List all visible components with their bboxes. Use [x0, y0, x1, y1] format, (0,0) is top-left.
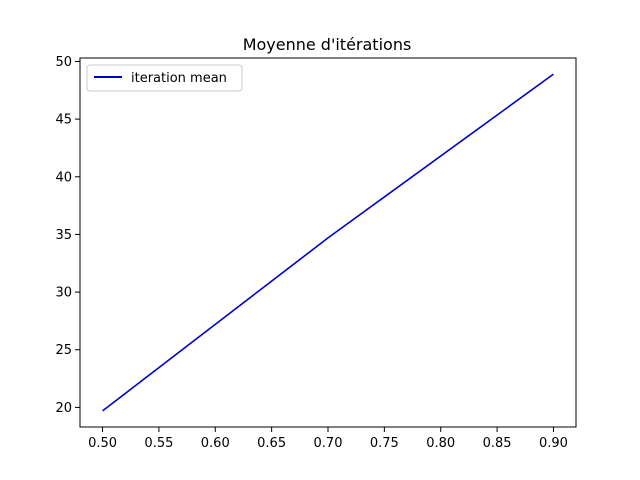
x-tick-label: 0.75: [370, 436, 399, 451]
series-line-iteration-mean: [102, 73, 554, 412]
x-tick-label: 0.65: [257, 436, 286, 451]
plot-frame: [79, 57, 577, 428]
x-tick-label: 0.55: [144, 436, 173, 451]
y-tick-label: 45: [55, 113, 72, 128]
y-tick-label: 35: [55, 228, 72, 243]
x-tick-label: 0.85: [483, 436, 512, 451]
legend-box: [86, 64, 243, 92]
y-tick-label: 25: [55, 343, 72, 358]
chart-title: Moyenne d'itérations: [243, 35, 412, 54]
legend-label-iteration-mean: iteration mean: [131, 71, 227, 86]
y-tick-label: 40: [55, 170, 72, 185]
y-axis-ticks: 20 25 30 35 40 45 50: [55, 55, 80, 416]
legend: iteration mean: [86, 64, 243, 92]
y-tick-label: 50: [55, 55, 72, 70]
x-axis-ticks: 0.50 0.55 0.60 0.65 0.70 0.75 0.80 0.85 0.90: [88, 427, 568, 451]
x-tick-label: 0.50: [88, 436, 117, 451]
y-tick-label: 20: [55, 401, 72, 416]
x-tick-label: 0.60: [201, 436, 230, 451]
plot-area: 0.50 0.55 0.60 0.65 0.70 0.75 0.80 0.85 0.90 202…: [55, 55, 577, 451]
series-lines: [102, 73, 554, 412]
x-tick-label: 0.80: [426, 436, 455, 451]
y-tick-label: 30: [55, 286, 72, 301]
x-tick-label: 0.90: [539, 436, 568, 451]
x-tick-label: 0.70: [314, 436, 343, 451]
